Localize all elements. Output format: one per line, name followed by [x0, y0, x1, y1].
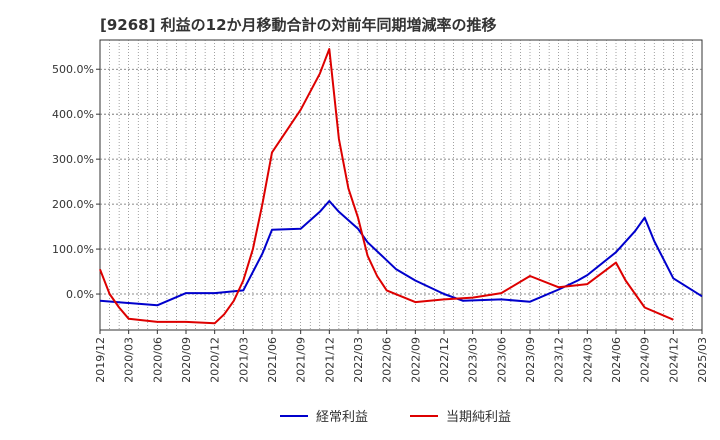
x-tick-label: 2021/06 — [266, 337, 279, 383]
x-tick-label: 2022/03 — [352, 337, 365, 383]
x-tick-label: 2024/09 — [639, 337, 652, 383]
x-tick-label: 2022/09 — [409, 337, 422, 383]
x-tick-label: 2022/06 — [381, 337, 394, 383]
y-tick-label: 500.0% — [52, 63, 94, 76]
x-tick-label: 2020/09 — [180, 337, 193, 383]
x-tick-label: 2020/06 — [151, 337, 164, 383]
x-tick-label: 2023/06 — [495, 337, 508, 383]
legend-label: 当期純利益 — [446, 410, 511, 425]
series-line-2 — [99, 48, 674, 325]
grid-lines — [100, 40, 702, 330]
x-tick-label: 2021/12 — [323, 337, 336, 383]
x-axis-ticks: 2019/12 2020/03 2020/06 2020/09 2020/12 2021/… — [94, 330, 709, 383]
x-tick-label: 2025/03 — [696, 337, 709, 383]
x-tick-label: 2024/12 — [667, 337, 680, 383]
x-tick-label: 2019/12 — [94, 337, 107, 383]
y-tick-label: 0.0% — [66, 288, 94, 301]
x-tick-label: 2023/12 — [553, 337, 566, 383]
legend: 経常利益 当期純利益 — [280, 410, 511, 425]
x-tick-label: 2022/12 — [438, 337, 451, 383]
y-tick-label: 400.0% — [52, 108, 94, 121]
legend-label: 経常利益 — [316, 410, 368, 425]
x-tick-label: 2020/03 — [123, 337, 136, 383]
x-tick-label: 2021/03 — [237, 337, 250, 383]
y-tick-label: 300.0% — [52, 153, 94, 166]
x-tick-label: 2024/06 — [610, 337, 623, 383]
x-tick-label: 2021/09 — [295, 337, 308, 383]
x-tick-label: 2023/09 — [524, 337, 537, 383]
y-tick-label: 100.0% — [52, 243, 94, 256]
y-axis-ticks: 0.0% 100.0% 200.0% 300.0% 400.0% 500.0% — [52, 63, 100, 301]
plot-area — [99, 39, 703, 331]
x-tick-label: 2020/12 — [209, 337, 222, 383]
x-tick-label: 2024/03 — [581, 337, 594, 383]
chart-title: [9268] 利益の12か月移動合計の対前年同期増減率の推移 — [100, 16, 497, 34]
x-tick-label: 2023/03 — [467, 337, 480, 383]
y-tick-label: 200.0% — [52, 198, 94, 211]
series-lines — [99, 48, 703, 325]
